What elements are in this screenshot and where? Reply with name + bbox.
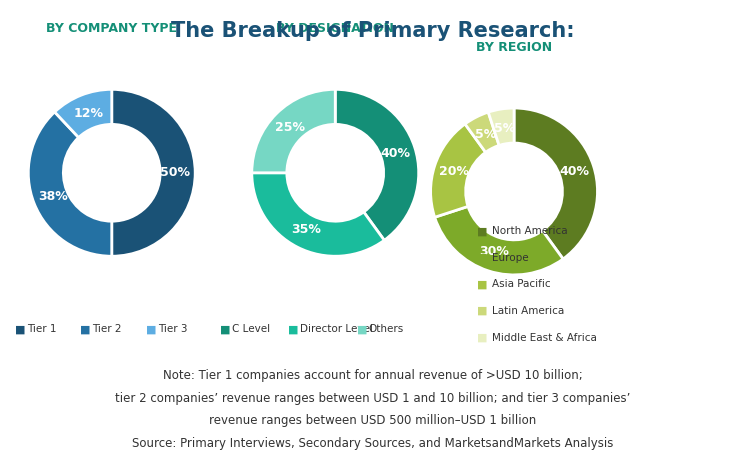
Text: 25%: 25% [276,121,305,134]
Wedge shape [54,89,112,137]
Text: Tier 2: Tier 2 [92,324,122,334]
Text: Europe: Europe [492,253,528,263]
Wedge shape [252,89,335,173]
Text: Middle East & Africa: Middle East & Africa [492,333,597,343]
Text: ■: ■ [477,253,487,263]
Text: 35%: 35% [291,223,321,236]
Text: ■: ■ [80,324,91,334]
Wedge shape [252,173,384,256]
Wedge shape [514,108,597,259]
Text: Tier 1: Tier 1 [27,324,57,334]
Text: ■: ■ [220,324,230,334]
Text: The Breakup of Primary Research:: The Breakup of Primary Research: [171,21,574,41]
Text: Director Level: Director Level [300,324,373,334]
Title: BY REGION: BY REGION [476,41,552,54]
Text: ■: ■ [146,324,156,334]
Wedge shape [431,124,486,217]
Text: 12%: 12% [74,107,104,120]
Text: ■: ■ [477,333,487,343]
Wedge shape [465,112,499,152]
Text: 20%: 20% [439,165,469,178]
Title: BY DESIGNATION: BY DESIGNATION [276,22,394,35]
Text: 5%: 5% [493,122,515,135]
Text: C Level: C Level [232,324,270,334]
Wedge shape [434,206,563,275]
Text: Asia Pacific: Asia Pacific [492,279,551,290]
Text: ■: ■ [477,306,487,316]
Text: ■: ■ [15,324,25,334]
Text: ■: ■ [477,279,487,290]
Text: ■: ■ [357,324,367,334]
Title: BY COMPANY TYPE: BY COMPANY TYPE [46,22,177,35]
Text: 5%: 5% [475,128,496,142]
Wedge shape [488,108,514,145]
Wedge shape [112,89,195,256]
Text: Latin America: Latin America [492,306,564,316]
Text: Source: Primary Interviews, Secondary Sources, and MarketsandMarkets Analysis: Source: Primary Interviews, Secondary So… [132,437,613,450]
Text: ■: ■ [288,324,299,334]
Text: 30%: 30% [480,245,510,258]
Text: 40%: 40% [381,147,410,160]
Text: 50%: 50% [160,166,190,179]
Text: 40%: 40% [559,165,589,178]
Text: Tier 3: Tier 3 [158,324,188,334]
Text: North America: North America [492,226,568,236]
Text: Note: Tier 1 companies account for annual revenue of >USD 10 billion;: Note: Tier 1 companies account for annua… [162,369,583,382]
Text: 38%: 38% [38,190,68,203]
Text: ■: ■ [477,226,487,236]
Wedge shape [28,112,112,256]
Text: revenue ranges between USD 500 million–USD 1 billion: revenue ranges between USD 500 million–U… [209,414,536,427]
Text: Others: Others [369,324,404,334]
Text: tier 2 companies’ revenue ranges between USD 1 and 10 billion; and tier 3 compan: tier 2 companies’ revenue ranges between… [115,392,630,405]
Wedge shape [335,89,419,241]
